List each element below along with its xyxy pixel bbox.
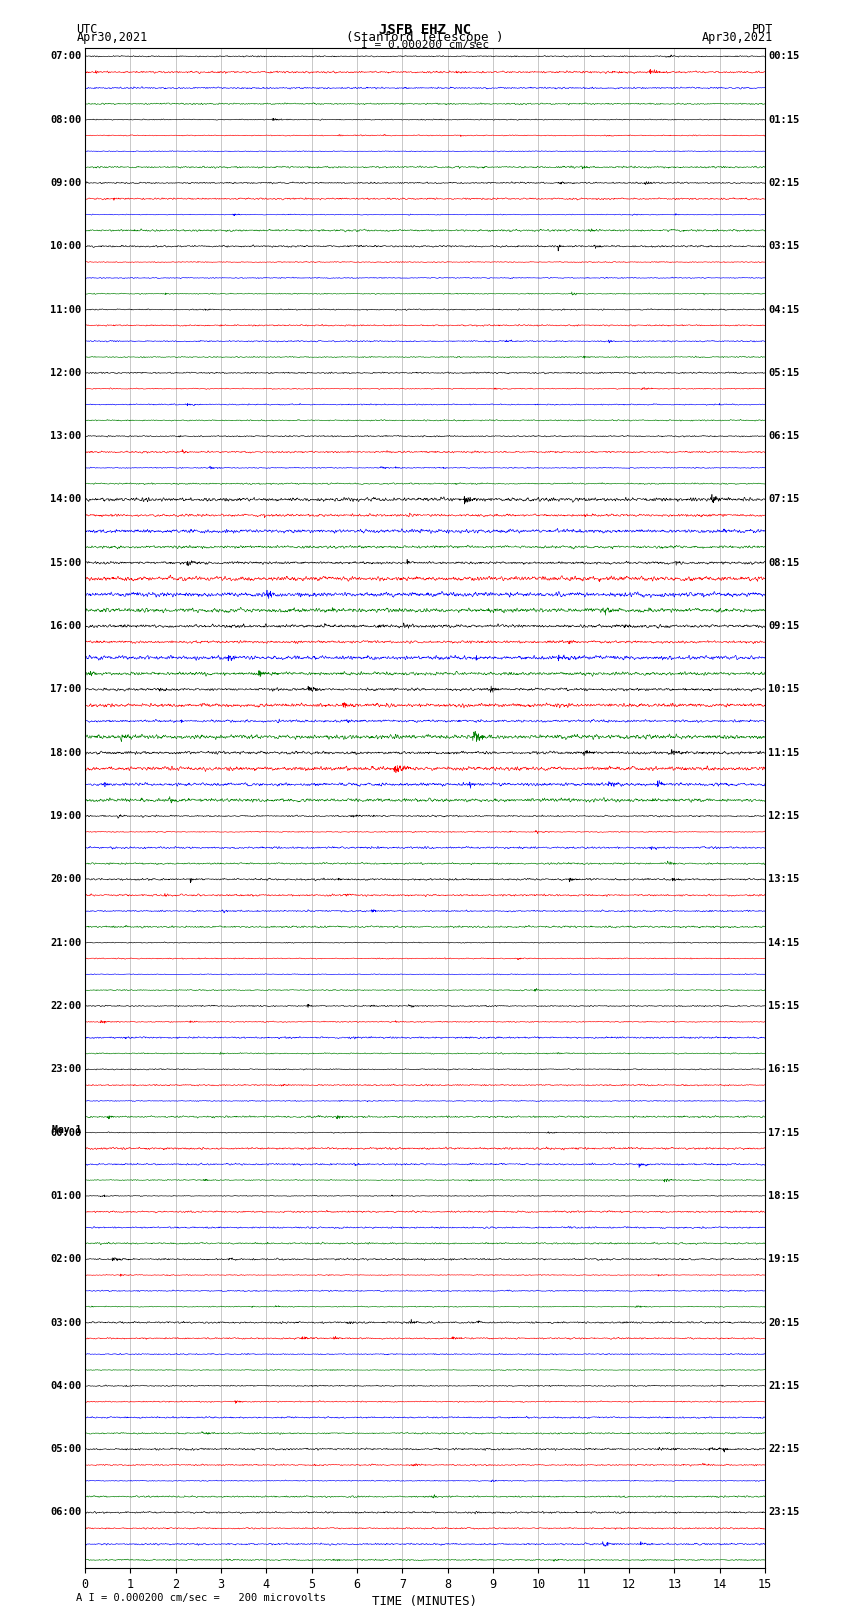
- Text: 13:15: 13:15: [768, 874, 800, 884]
- Text: May 1: May 1: [52, 1124, 82, 1134]
- Text: 00:00: 00:00: [50, 1127, 82, 1137]
- Text: 18:00: 18:00: [50, 748, 82, 758]
- Text: 07:15: 07:15: [768, 495, 800, 505]
- Text: 17:00: 17:00: [50, 684, 82, 695]
- Text: 12:15: 12:15: [768, 811, 800, 821]
- Text: 21:00: 21:00: [50, 937, 82, 948]
- Text: 01:15: 01:15: [768, 115, 800, 124]
- Text: 23:15: 23:15: [768, 1508, 800, 1518]
- Text: 20:00: 20:00: [50, 874, 82, 884]
- Text: 13:00: 13:00: [50, 431, 82, 442]
- Text: 03:00: 03:00: [50, 1318, 82, 1327]
- Text: 17:15: 17:15: [768, 1127, 800, 1137]
- Text: 05:00: 05:00: [50, 1444, 82, 1455]
- Text: 19:15: 19:15: [768, 1255, 800, 1265]
- Text: 07:00: 07:00: [50, 52, 82, 61]
- Text: 08:15: 08:15: [768, 558, 800, 568]
- Text: 06:00: 06:00: [50, 1508, 82, 1518]
- Text: (Stanford Telescope ): (Stanford Telescope ): [346, 31, 504, 45]
- Text: 23:00: 23:00: [50, 1065, 82, 1074]
- Text: 16:00: 16:00: [50, 621, 82, 631]
- Text: Apr30,2021: Apr30,2021: [702, 31, 774, 45]
- Text: 15:00: 15:00: [50, 558, 82, 568]
- Text: 21:15: 21:15: [768, 1381, 800, 1390]
- Text: 00:15: 00:15: [768, 52, 800, 61]
- Text: 19:00: 19:00: [50, 811, 82, 821]
- Text: 18:15: 18:15: [768, 1190, 800, 1202]
- Text: 09:15: 09:15: [768, 621, 800, 631]
- Text: Apr30,2021: Apr30,2021: [76, 31, 148, 45]
- Text: 11:15: 11:15: [768, 748, 800, 758]
- Text: 04:15: 04:15: [768, 305, 800, 315]
- Text: 15:15: 15:15: [768, 1002, 800, 1011]
- Text: 22:00: 22:00: [50, 1002, 82, 1011]
- Text: 16:15: 16:15: [768, 1065, 800, 1074]
- Text: 06:15: 06:15: [768, 431, 800, 442]
- Text: 04:00: 04:00: [50, 1381, 82, 1390]
- Text: 02:00: 02:00: [50, 1255, 82, 1265]
- Text: 08:00: 08:00: [50, 115, 82, 124]
- Text: 20:15: 20:15: [768, 1318, 800, 1327]
- Text: 11:00: 11:00: [50, 305, 82, 315]
- Text: 09:00: 09:00: [50, 177, 82, 189]
- X-axis label: TIME (MINUTES): TIME (MINUTES): [372, 1595, 478, 1608]
- Text: 05:15: 05:15: [768, 368, 800, 377]
- Text: 12:00: 12:00: [50, 368, 82, 377]
- Text: 10:15: 10:15: [768, 684, 800, 695]
- Text: 02:15: 02:15: [768, 177, 800, 189]
- Text: 14:00: 14:00: [50, 495, 82, 505]
- Text: JSFB EHZ NC: JSFB EHZ NC: [379, 24, 471, 37]
- Text: 01:00: 01:00: [50, 1190, 82, 1202]
- Text: 03:15: 03:15: [768, 242, 800, 252]
- Text: A I = 0.000200 cm/sec =   200 microvolts: A I = 0.000200 cm/sec = 200 microvolts: [76, 1594, 326, 1603]
- Text: 10:00: 10:00: [50, 242, 82, 252]
- Text: UTC: UTC: [76, 24, 98, 37]
- Text: PDT: PDT: [752, 24, 774, 37]
- Text: 22:15: 22:15: [768, 1444, 800, 1455]
- Text: 14:15: 14:15: [768, 937, 800, 948]
- Text: I = 0.000200 cm/sec: I = 0.000200 cm/sec: [361, 40, 489, 50]
